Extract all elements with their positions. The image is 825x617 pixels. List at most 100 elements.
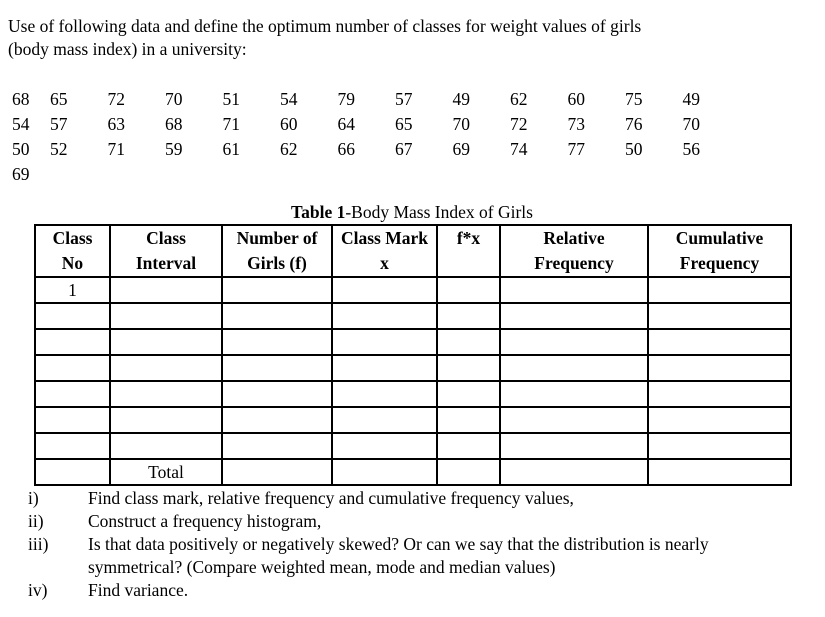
raw-data-row: 68 65 72 70 51 54 79 57 49 62 60 75 49 — [12, 87, 740, 112]
table-cell — [34, 354, 111, 382]
raw-data-value: 69 — [452, 139, 471, 159]
raw-data-value: 59 — [165, 139, 183, 159]
table-row — [34, 380, 792, 408]
raw-data-value: 52 — [50, 139, 68, 159]
table-cell — [331, 432, 438, 460]
header-line-1: Number of — [236, 228, 318, 248]
table-cell — [647, 328, 792, 356]
table-cell — [499, 354, 649, 382]
raw-data-value: 71 — [107, 139, 126, 159]
table-cell — [331, 406, 438, 434]
raw-data-value: 57 — [395, 89, 413, 109]
table-row — [34, 354, 792, 382]
table-header-cell: Class No — [34, 224, 111, 278]
raw-data-value: 68 — [165, 114, 183, 134]
raw-data-row: 54 57 63 68 71 60 64 65 70 72 73 76 70 — [12, 112, 740, 137]
table-header-cell: Number of Girls (f) — [221, 224, 333, 278]
header-line-2: Frequency — [534, 253, 614, 273]
task-marker: i) — [28, 488, 39, 508]
table-cell — [647, 354, 792, 382]
table-cell — [436, 458, 501, 486]
table-row — [34, 302, 792, 330]
header-line-1: Class Mark — [340, 228, 428, 248]
header-line-2: Interval — [135, 253, 197, 273]
table-cell — [647, 432, 792, 460]
table-cell — [331, 276, 438, 304]
task-item: iii) Is that data positively or negativel… — [28, 533, 760, 579]
raw-data-value: 77 — [567, 139, 586, 159]
raw-data-value: 69 — [12, 164, 30, 184]
raw-data-value: 76 — [625, 114, 643, 134]
raw-data-value: 74 — [510, 139, 528, 159]
table-cell — [34, 380, 111, 408]
table-title: Table 1-Body Mass Index of Girls — [34, 201, 790, 223]
table-cell — [647, 302, 792, 330]
task-text: Find class mark, relative frequency and … — [88, 488, 574, 508]
raw-data-value: 57 — [50, 114, 68, 134]
table-cell — [499, 276, 649, 304]
task-marker: iii) — [28, 534, 49, 554]
intro-line-2: (body mass index) in a university: — [8, 39, 247, 59]
raw-data-value: 79 — [337, 89, 356, 109]
table-cell — [221, 458, 333, 486]
table-row: 1 — [34, 276, 792, 304]
table-cell — [34, 432, 111, 460]
table-row — [34, 432, 792, 460]
table-cell — [499, 302, 649, 330]
table-cell — [436, 354, 501, 382]
table-title-caption: -Body Mass Index of Girls — [345, 202, 533, 222]
table-cell — [109, 406, 223, 434]
raw-data-value: 70 — [682, 114, 701, 134]
raw-data-value: 54 — [12, 114, 30, 134]
table-cell — [109, 380, 223, 408]
raw-data-value: 62 — [510, 89, 528, 109]
raw-data-value: 50 — [625, 139, 643, 159]
table-row — [34, 328, 792, 356]
table-cell — [109, 354, 223, 382]
table-cell — [499, 380, 649, 408]
intro-line-1: Use of following data and define the opt… — [8, 16, 642, 36]
raw-data-value: 70 — [165, 89, 183, 109]
table-row — [34, 406, 792, 434]
table-cell — [331, 458, 438, 486]
raw-data-value: 50 — [12, 139, 30, 159]
table-cell — [436, 406, 501, 434]
task-item: i) Find class mark, relative frequency an… — [28, 487, 760, 510]
table-cell — [499, 328, 649, 356]
raw-data-value: 70 — [452, 114, 471, 134]
task-text: Find variance. — [88, 580, 189, 600]
table-header-cell: Cumulative Frequency — [647, 224, 792, 278]
table-cell — [647, 458, 792, 486]
table-head: Class No Class Interval Number of Girls (f) Cl… — [34, 224, 792, 278]
table-cell — [436, 328, 501, 356]
task-item: iv) Find variance. — [28, 579, 760, 602]
table-cell — [647, 406, 792, 434]
raw-data-value: 56 — [682, 139, 701, 159]
raw-data-value: 64 — [337, 114, 356, 134]
table-cell — [499, 406, 649, 434]
table-header-cell: Class Mark x — [331, 224, 438, 278]
table-cell — [109, 432, 223, 460]
table-header-cell: f*x — [436, 224, 501, 278]
table-cell — [331, 302, 438, 330]
raw-data-value: 60 — [280, 114, 298, 134]
table-cell — [436, 302, 501, 330]
task-list: i) Find class mark, relative frequency an… — [28, 487, 760, 602]
table-cell — [331, 328, 438, 356]
table-header-row: Class No Class Interval Number of Girls (f) Cl… — [34, 224, 792, 278]
header-line-1: f*x — [456, 228, 481, 248]
raw-data-row: 69 — [12, 162, 740, 187]
header-line-2: Frequency — [679, 253, 760, 273]
table-cell — [436, 432, 501, 460]
bmi-table: Class No Class Interval Number of Girls (f) Cl… — [34, 224, 792, 486]
table-header-cell: Class Interval — [109, 224, 223, 278]
raw-data-value: 72 — [107, 89, 126, 109]
raw-data-value: 49 — [452, 89, 471, 109]
table-row: Total — [34, 458, 792, 486]
table-cell — [499, 432, 649, 460]
table-cell — [34, 328, 111, 356]
raw-data-row: 50 52 71 59 61 62 66 67 69 74 77 50 56 — [12, 137, 740, 162]
task-text: Is that data positively or negatively sk… — [88, 534, 709, 577]
intro-text: Use of following data and define the opt… — [8, 15, 641, 61]
header-line-1: Relative — [543, 228, 605, 248]
